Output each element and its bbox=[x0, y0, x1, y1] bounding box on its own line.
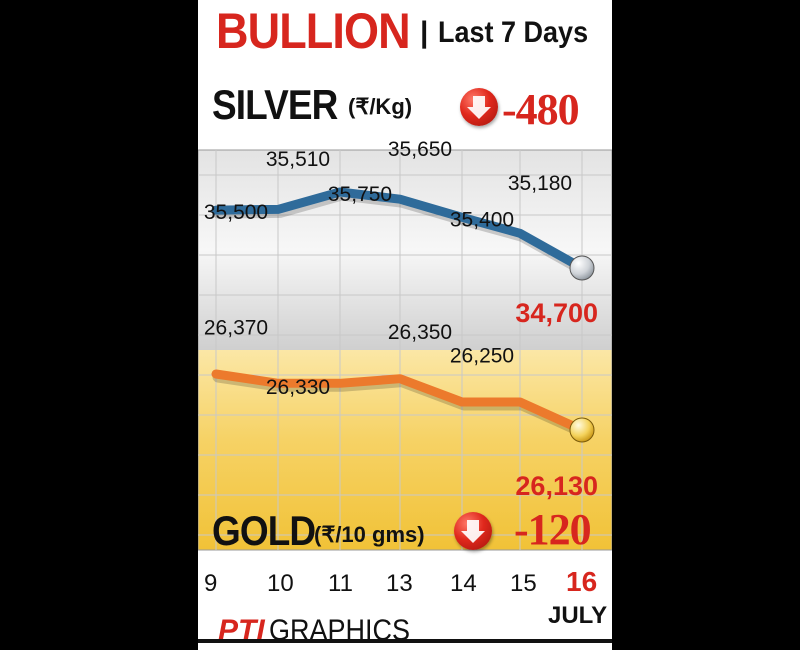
month-label: JULY bbox=[548, 602, 608, 629]
silver-value-label: 35,750 bbox=[328, 183, 392, 206]
silver-change-value: -480 bbox=[502, 85, 580, 134]
gold-title: GOLD bbox=[212, 507, 316, 554]
chart-title: BULLION bbox=[216, 3, 411, 59]
x-tick-label: 10 bbox=[267, 570, 294, 597]
x-tick-label: 14 bbox=[450, 570, 477, 597]
x-tick-label: 9 bbox=[204, 570, 218, 597]
silver-unit: (₹/Kg) bbox=[348, 94, 413, 119]
gold-value-label: 26,350 bbox=[388, 321, 452, 344]
silver-line bbox=[211, 187, 587, 273]
title-separator: | bbox=[420, 16, 429, 49]
silver-value-label: 35,180 bbox=[508, 172, 572, 195]
bullion-infographic: 35,500 35,510 35,750 35,650 35,400 35,180 26,3… bbox=[198, 0, 612, 650]
gold-change-value: -120 bbox=[514, 505, 592, 554]
silver-value-label: 35,400 bbox=[450, 208, 514, 231]
gold-line bbox=[211, 369, 587, 435]
x-tick-label: 15 bbox=[510, 570, 537, 597]
chart-canvas: 35,500 35,510 35,750 35,650 35,400 35,180 26,3… bbox=[198, 138, 612, 551]
gold-value-label: 26,330 bbox=[266, 376, 330, 399]
x-tick-label: 13 bbox=[386, 570, 413, 597]
silver-down-arrow-icon bbox=[460, 88, 498, 126]
silver-value-label: 35,650 bbox=[388, 138, 452, 161]
silver-value-label: 35,510 bbox=[266, 148, 330, 171]
gold-latest-point bbox=[569, 417, 595, 443]
gold-latest-value: 26,130 bbox=[515, 471, 598, 501]
gold-value-label: 26,250 bbox=[450, 344, 514, 367]
chart-border bbox=[198, 149, 612, 551]
x-tick-label: 11 bbox=[328, 570, 353, 597]
silver-title: SILVER bbox=[212, 81, 338, 128]
silver-latest-point bbox=[569, 255, 595, 281]
x-tick-label-latest: 16 bbox=[566, 566, 598, 597]
silver-latest-value: 34,700 bbox=[515, 298, 598, 328]
date-range-label: Last 7 Days bbox=[438, 16, 589, 49]
bottom-rule bbox=[198, 639, 612, 643]
gold-value-label: 26,370 bbox=[204, 316, 268, 339]
gold-down-arrow-icon bbox=[454, 512, 492, 550]
gold-unit: (₹/10 gms) bbox=[314, 522, 425, 547]
silver-value-label: 35,500 bbox=[204, 201, 268, 224]
